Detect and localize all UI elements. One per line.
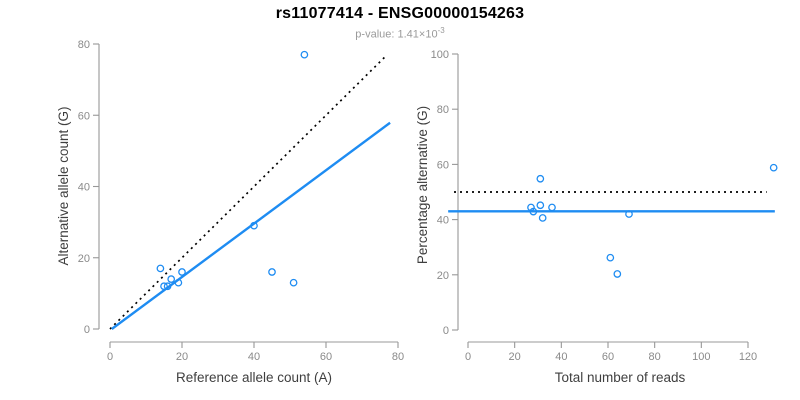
x-tick-label: 60	[320, 351, 332, 363]
y-tick-label: 80	[437, 104, 449, 116]
y-tick-label: 40	[437, 215, 449, 227]
data-point	[167, 275, 176, 283]
data-point	[178, 268, 186, 276]
plot-left: 0 20 40 60 80 0 20 40 60 80 Reference allele count…	[56, 39, 404, 385]
data-point	[160, 282, 168, 291]
y-tick-label: 100	[431, 49, 449, 61]
data-point	[538, 214, 547, 222]
y-tick-label: 40	[78, 182, 90, 194]
chart-title: rs11077414 - ENSG00000154263	[275, 5, 525, 22]
data-point	[174, 278, 183, 287]
y-tick-label: 80	[78, 39, 90, 51]
data-point	[613, 270, 622, 278]
y-tick-label: 0	[443, 325, 449, 337]
x-tick-label: 20	[509, 351, 521, 363]
data-point	[769, 163, 778, 172]
y-axis-title: Percentage alternative (G)	[415, 106, 430, 264]
x-tick-label: 60	[602, 351, 614, 363]
data-point	[289, 278, 298, 287]
y-tick-label: 60	[78, 110, 90, 122]
x-tick-label: 40	[555, 351, 567, 363]
data-point	[300, 50, 309, 59]
y-tick-label: 60	[437, 159, 449, 171]
data-point	[548, 203, 556, 212]
x-tick-label: 80	[649, 351, 661, 363]
x-axis-title: Reference allele count (A)	[176, 370, 332, 385]
data-point	[536, 174, 545, 183]
x-tick-label: 40	[248, 351, 260, 363]
x-tick-label: 100	[692, 351, 710, 363]
x-tick-label: 120	[739, 351, 757, 363]
pvalue-text: p-value: 1.41×10	[355, 28, 438, 41]
data-point	[536, 201, 545, 210]
pvalue-exponent: -3	[437, 26, 445, 35]
x-tick-label: 80	[392, 351, 404, 363]
y-axis-title: Alternative allele count (G)	[56, 106, 71, 265]
data-point	[625, 210, 633, 218]
data-point	[163, 282, 172, 291]
chart-subtitle: p-value: 1.41×10-3	[0, 26, 800, 41]
plot-right: 0 20 40 60 80 100 120 0 20 40 60 80 100 Total number …	[415, 49, 778, 385]
x-tick-label: 0	[107, 351, 113, 363]
identity-line	[109, 54, 388, 330]
data-point	[156, 264, 165, 273]
data-point	[250, 221, 258, 230]
data-point	[606, 253, 615, 262]
data-point	[268, 268, 276, 276]
x-axis-title: Total number of reads	[555, 370, 686, 385]
x-tick-label: 20	[176, 351, 188, 363]
y-tick-label: 20	[437, 270, 449, 282]
y-tick-label: 20	[78, 253, 90, 265]
x-tick-label: 0	[465, 351, 471, 363]
data-point	[529, 207, 538, 216]
data-point	[527, 203, 535, 212]
y-tick-label: 0	[84, 324, 90, 336]
